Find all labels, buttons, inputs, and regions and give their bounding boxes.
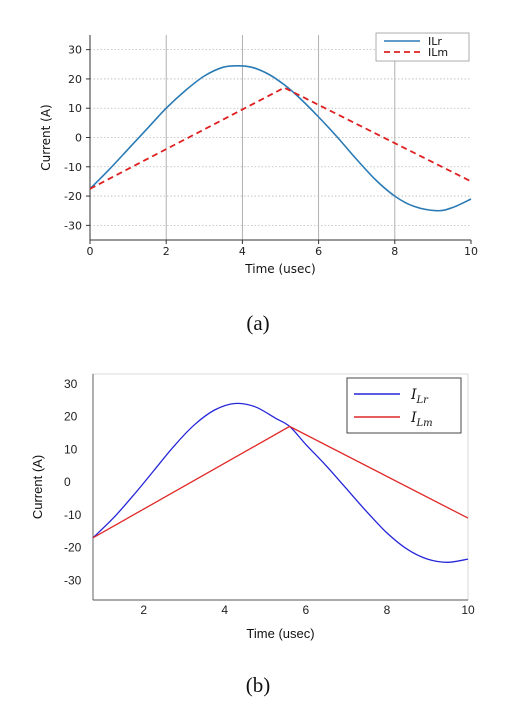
chart-a-y-tick-label: 10 <box>68 102 82 115</box>
chart-a: 30 20 10 0 -10 -20 -30 0 2 4 6 8 10 Time (usec) Curr… <box>39 32 478 335</box>
chart-a-x-tick-label: 8 <box>391 245 398 258</box>
chart-b-x-tick-label: 4 <box>221 603 228 617</box>
chart-a-y-tick-label: 0 <box>75 132 82 145</box>
chart-b-x-axis-label: Time (usec) <box>246 626 314 641</box>
chart-a-caption: (a) <box>246 311 269 335</box>
chart-b-y-tick-label: -30 <box>64 573 82 587</box>
chart-b-series-ilm-line <box>92 425 469 539</box>
chart-b-y-tick-label: 20 <box>64 410 78 424</box>
chart-a-x-tick-label: 2 <box>163 245 170 258</box>
chart-a-series-ilm-line <box>89 86 472 190</box>
chart-b-x-tick-label: 10 <box>461 603 475 617</box>
chart-a-x-axis-label: Time (usec) <box>244 262 315 276</box>
chart-b-y-tick-label: -10 <box>64 508 82 522</box>
chart-b-y-tick-label: 0 <box>64 475 71 489</box>
chart-b: 30 20 10 0 -10 -20 -30 2 4 6 8 10 Time (usec) Curre… <box>30 373 475 697</box>
chart-b-y-tick-label: 10 <box>64 442 78 456</box>
chart-b-x-tick-label: 6 <box>302 603 309 617</box>
chart-a-legend-label: ILr <box>428 35 442 48</box>
chart-a-x-tick-label: 10 <box>464 245 478 258</box>
chart-b-y-tick-label: -20 <box>64 541 82 555</box>
chart-a-legend-box <box>375 32 470 62</box>
chart-b-x-tick-label: 2 <box>140 603 147 617</box>
chart-b-series <box>92 402 469 563</box>
chart-b-y-tick-label: 30 <box>64 377 78 391</box>
chart-b-caption: (b) <box>246 673 271 697</box>
chart-a-y-tick-label: 30 <box>68 44 82 57</box>
chart-a-y-tick-label: -10 <box>64 161 82 174</box>
chart-a-series-ilr-line <box>89 64 472 212</box>
chart-b-series-ilr-line <box>92 402 469 563</box>
chart-a-ticks: 30 20 10 0 -10 -20 -30 0 2 4 6 8 10 <box>64 44 478 258</box>
chart-b-legend-box <box>346 377 462 434</box>
chart-a-x-tick-label: 6 <box>315 245 322 258</box>
chart-a-grid <box>90 35 471 240</box>
chart-a-legend-label: ILm <box>428 46 448 59</box>
chart-a-y-axis-label: Current (A) <box>39 104 53 170</box>
chart-a-series <box>89 64 472 212</box>
chart-b-ticks: 30 20 10 0 -10 -20 -30 2 4 6 8 10 <box>64 377 475 617</box>
chart-a-y-tick-label: -30 <box>64 219 82 232</box>
chart-a-x-tick-label: 0 <box>87 245 94 258</box>
chart-a-x-tick-label: 4 <box>239 245 246 258</box>
chart-a-y-tick-label: 20 <box>68 73 82 86</box>
chart-a-y-tick-label: -20 <box>64 190 82 203</box>
chart-b-x-tick-label: 8 <box>384 603 391 617</box>
chart-b-y-axis-label: Current (A) <box>30 455 45 519</box>
